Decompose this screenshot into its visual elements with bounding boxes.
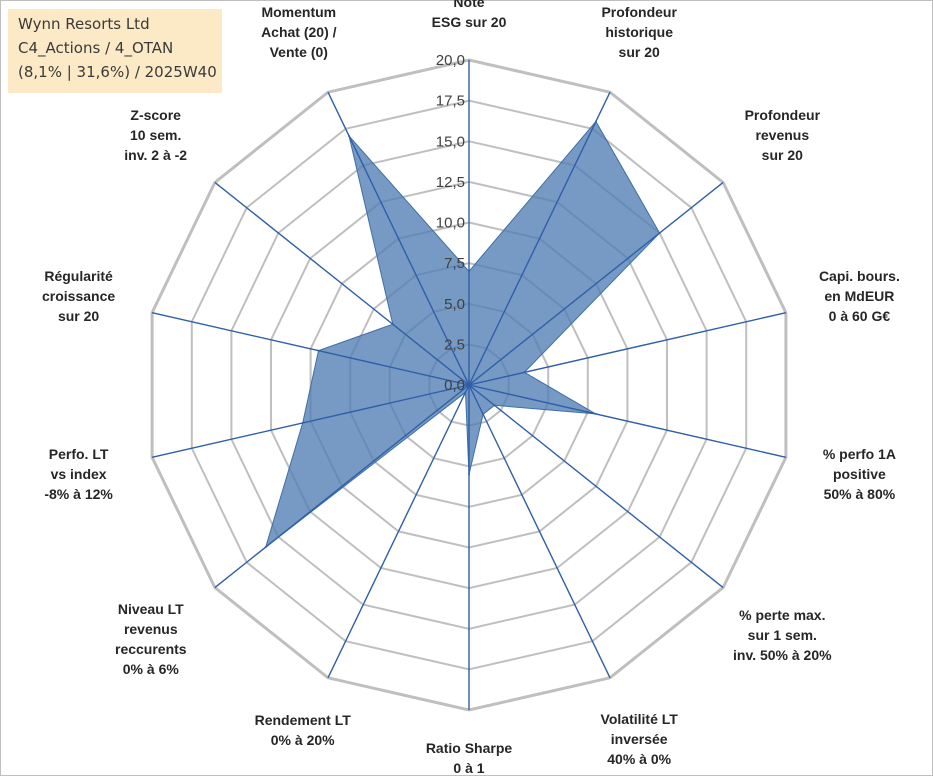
axis-label-6: Volatilité LT inversée 40% à 0% [600,710,678,767]
axis-label-12: Z-score 10 sem. inv. 2 à -2 [124,107,188,164]
tick-label: 15,0 [436,133,465,150]
tick-label: 17,5 [436,93,465,110]
axis-label-13: Momentum Achat (20) / Vente (0) [261,3,337,60]
axis-spoke-5 [468,384,724,589]
axis-label-1: Profondeur historique sur 20 [601,3,677,60]
axis-spoke-6 [468,384,611,679]
tick-label: 0,0 [444,377,465,394]
axis-label-11: Régularité croissance sur 20 [42,267,116,324]
axis-label-7: Ratio Sharpe 0 à 1 [425,740,513,776]
axis-spoke-9 [214,384,470,589]
axis-spoke-13 [327,91,470,386]
tick-label: 12,5 [436,174,465,191]
axis-spoke-3 [468,312,787,386]
axis-label-5: % perte max. sur 1 sem. inv. 50% à 20% [733,606,832,663]
axis-spoke-12 [214,181,470,386]
axis-label-10: Perfo. LT vs index -8% à 12% [44,446,113,503]
tick-label: 7,5 [444,255,465,272]
axis-spoke-8 [327,384,470,679]
tick-label: 10,0 [436,215,465,232]
axis-spoke-4 [468,384,787,458]
axis-label-9: Niveau LT revenus reccurents 0% à 6% [115,600,187,677]
axis-label-4: % perfo 1A positive 50% à 80% [822,446,896,503]
axis-label-0: Note ESG sur 20 [431,0,507,30]
axis-spoke-1 [468,91,611,386]
security-info-box: Wynn Resorts Ltd C4_Actions / 4_OTAN (8,… [8,9,222,93]
tick-label: 2,5 [444,336,465,353]
axis-spoke-11 [151,312,470,386]
tick-label: 5,0 [444,296,465,313]
tick-label: 20,0 [436,52,465,69]
axis-label-8: Rendement LT 0% à 20% [254,712,351,749]
portfolio-category: C4_Actions / 4_OTAN [18,39,174,57]
axis-spoke-10 [151,384,470,458]
axis-spoke-2 [468,181,724,386]
radial-tick-labels: 0,0 2,5 5,0 7,5 10,0 12,5 15,0 17,5 20,0 [436,52,465,394]
performance-period: (8,1% | 31,6%) / 2025W40 [18,63,217,81]
radar-spokes [151,60,787,710]
axis-label-2: Profondeur revenus sur 20 [744,107,821,164]
company-name: Wynn Resorts Ltd [18,15,150,33]
axis-label-3: Capi. bours. en MdEUR 0 à 60 G€ [818,267,900,324]
